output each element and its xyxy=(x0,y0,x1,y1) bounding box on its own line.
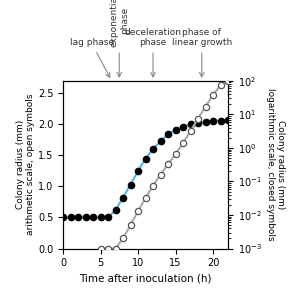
Y-axis label: Colony radius (mm)
arithmetic scale, open symbols: Colony radius (mm) arithmetic scale, ope… xyxy=(16,94,35,236)
Text: phase of
linear growth: phase of linear growth xyxy=(172,28,232,77)
Text: deceleration
phase: deceleration phase xyxy=(124,28,182,77)
Text: lag phase: lag phase xyxy=(70,38,113,77)
Text: exponential
phase: exponential phase xyxy=(110,0,129,77)
Y-axis label: Colony radius (mm)
logarithmic scale, closed symbols: Colony radius (mm) logarithmic scale, cl… xyxy=(266,88,285,241)
X-axis label: Time after inoculation (h): Time after inoculation (h) xyxy=(79,274,212,284)
